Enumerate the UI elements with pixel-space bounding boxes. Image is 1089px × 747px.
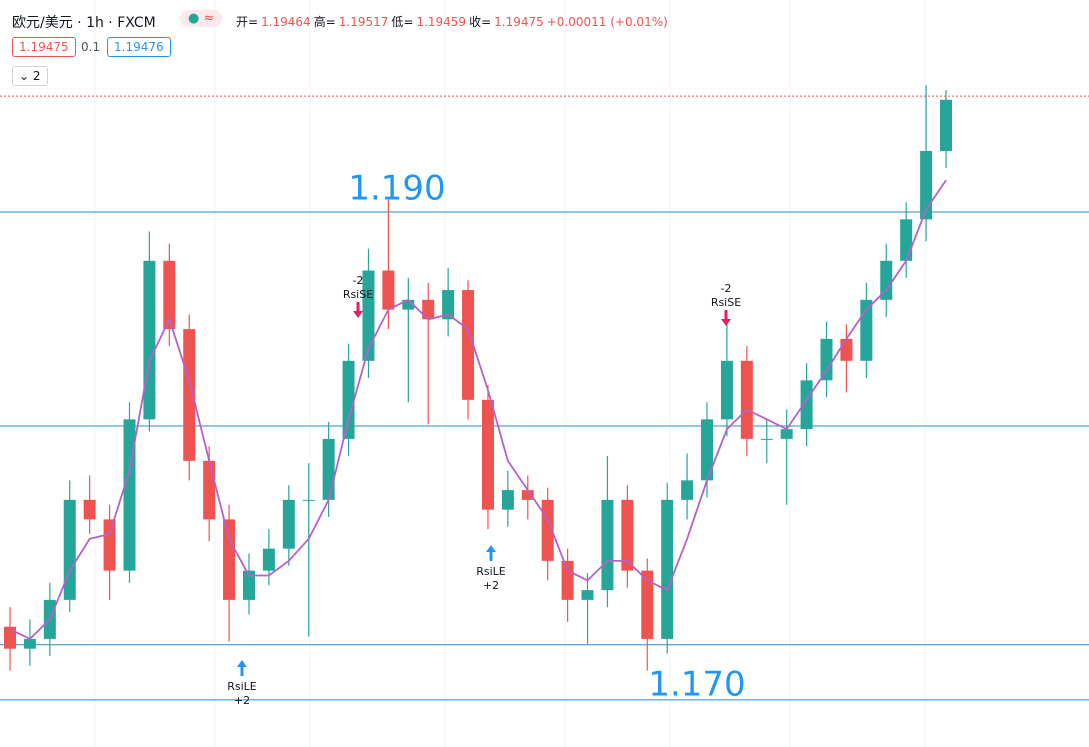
- candle-body: [402, 299, 415, 310]
- candle-body: [123, 419, 136, 571]
- candle-body: [780, 429, 793, 439]
- indicator-count: 2: [32, 69, 41, 83]
- candle-body: [581, 590, 594, 600]
- candle-body: [840, 338, 853, 361]
- ohlc-value: 1.19459: [416, 15, 467, 29]
- indicator-toggle[interactable]: ⌄ 2: [12, 66, 48, 86]
- candle-body: [242, 570, 255, 600]
- ohlc-label: 低=: [391, 15, 414, 29]
- candle-body: [163, 260, 176, 330]
- signal-label: RsiSE: [343, 288, 373, 301]
- candle-body: [820, 338, 833, 381]
- signal-qty: -2: [721, 282, 732, 295]
- candle-body: [362, 270, 375, 361]
- candle-body: [322, 438, 335, 500]
- candle-body: [342, 360, 355, 439]
- badge: ≈: [203, 11, 215, 26]
- moving-average: [9, 179, 947, 641]
- candle-body: [262, 548, 275, 571]
- status-badge[interactable]: ● ≈: [180, 10, 223, 27]
- candle-body: [661, 499, 674, 639]
- candle-body: [462, 290, 475, 400]
- candle-body: [760, 438, 773, 440]
- level-label: 1.170: [648, 665, 745, 705]
- candle-body: [880, 260, 893, 300]
- sell-price[interactable]: 1.19475: [12, 37, 76, 57]
- candle-body: [641, 570, 654, 639]
- signal-label: RsiSE: [711, 296, 741, 309]
- candle-body: [481, 399, 494, 510]
- signal-qty: -2: [353, 274, 364, 287]
- ohlc-value: 1.19475: [494, 15, 544, 29]
- candle-body: [203, 460, 216, 520]
- candle-body: [621, 499, 634, 571]
- short-arrow: [353, 302, 363, 318]
- candle-body: [143, 260, 156, 420]
- candle-body: [302, 499, 315, 501]
- short-arrow: [721, 310, 731, 326]
- candle-body: [103, 519, 116, 571]
- signal-label: RsiLE: [227, 680, 257, 693]
- spread: 0.1: [81, 40, 101, 54]
- ohlc-label: 高=: [313, 15, 336, 29]
- candle-body: [601, 499, 614, 591]
- candle-body: [720, 360, 733, 420]
- candle-body: [800, 380, 813, 430]
- long-arrow: [486, 545, 496, 561]
- candle-body: [223, 519, 236, 600]
- candle-body: [183, 329, 196, 461]
- candle-body: [23, 638, 36, 649]
- candle-body: [83, 499, 96, 520]
- signal-qty: +2: [483, 579, 499, 592]
- status-dot: ●: [188, 11, 200, 26]
- ohlc-value: 1.19517: [338, 15, 389, 29]
- candle-body: [382, 270, 395, 310]
- candle-body: [561, 560, 574, 600]
- candle-body: [521, 490, 534, 500]
- symbol[interactable]: 欧元/美元 · 1h · FXCM: [12, 15, 156, 31]
- ohlc-value: 1.19464: [261, 15, 311, 29]
- buy-price[interactable]: 1.19476: [107, 37, 171, 57]
- level-label: 1.190: [348, 169, 445, 209]
- ohlc: 开= 1.19464 高= 1.19517 低= 1.19459 收= 1.19475 +0.0…: [236, 13, 671, 30]
- candle-body: [740, 360, 753, 439]
- grid: [94, 0, 926, 747]
- signal-label: RsiLE: [476, 565, 506, 578]
- candle-body: [4, 626, 16, 649]
- candle-body: [920, 151, 933, 220]
- ohlc-label: 收=: [469, 15, 492, 29]
- candle-body: [701, 419, 714, 481]
- candle-body: [501, 490, 514, 510]
- candle-body: [940, 99, 952, 152]
- candle-body: [282, 499, 295, 549]
- candle-body: [442, 290, 455, 320]
- signal-qty: +2: [234, 694, 250, 707]
- candle-body: [422, 299, 435, 320]
- chevron: ⌄: [19, 69, 33, 83]
- candle-body: [900, 219, 913, 261]
- candle-body: [63, 499, 76, 600]
- change: +0.00011 (+0.01%): [546, 15, 668, 29]
- ohlc-label: 开=: [236, 15, 259, 29]
- candle-body: [681, 480, 694, 500]
- long-arrow: [237, 660, 247, 676]
